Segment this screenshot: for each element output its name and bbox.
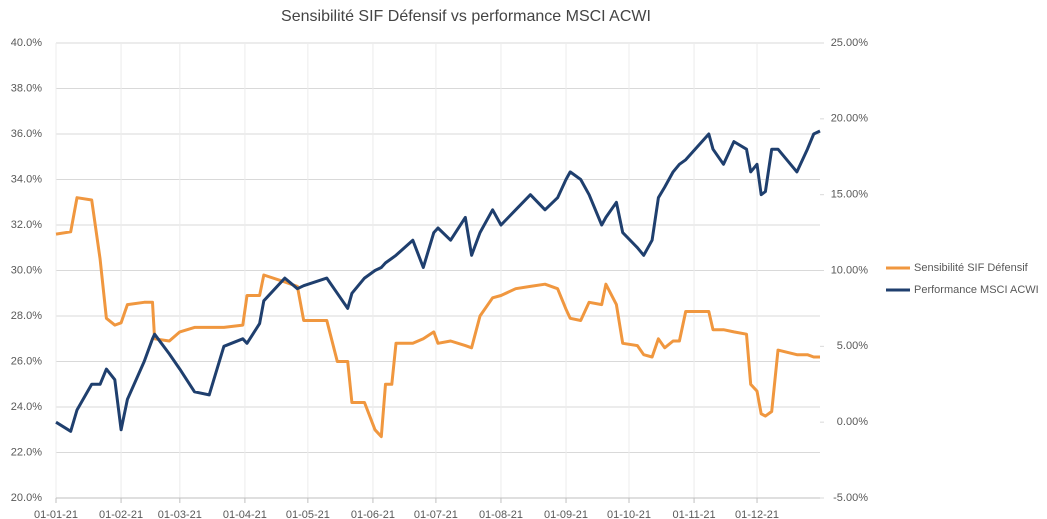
- y-tick-label: 26.0%: [11, 355, 42, 367]
- y-tick-label: 22.0%: [11, 446, 42, 458]
- x-tick-label: 01-06-21: [351, 509, 395, 519]
- x-tick-label: 01-12-21: [735, 509, 779, 519]
- y-tick-label: 32.0%: [11, 219, 42, 231]
- y-tick-label: 40.0%: [11, 37, 42, 49]
- y-tick-label: 20.0%: [11, 492, 42, 504]
- series-line: [55, 129, 821, 433]
- legend-label: Performance MSCI ACWI: [914, 284, 1039, 296]
- y2-tick-label: 15.00%: [831, 189, 869, 201]
- series-line: [55, 196, 820, 439]
- x-tick-label: 01-03-21: [158, 509, 202, 519]
- y2-tick-label: 0.00%: [837, 416, 868, 428]
- y-tick-label: 38.0%: [11, 82, 42, 94]
- y2-tick-label: 25.00%: [831, 37, 869, 49]
- x-tick-label: 01-10-21: [607, 509, 651, 519]
- chart-title: Sensibilité SIF Défensif vs performance …: [281, 8, 651, 25]
- y-tick-label: 30.0%: [11, 264, 42, 276]
- y-tick-label: 28.0%: [11, 310, 42, 322]
- x-tick-label: 01-08-21: [479, 509, 523, 519]
- y2-tick-label: 20.00%: [831, 113, 869, 125]
- y2-tick-label: -5.00%: [833, 492, 868, 504]
- y-tick-label: 36.0%: [11, 128, 42, 140]
- x-tick-label: 01-07-21: [414, 509, 458, 519]
- x-tick-label: 01-09-21: [544, 509, 588, 519]
- y2-tick-label: 5.00%: [837, 340, 868, 352]
- x-tick-label: 01-05-21: [286, 509, 330, 519]
- y-tick-label: 34.0%: [11, 173, 42, 185]
- x-tick-label: 01-04-21: [223, 509, 267, 519]
- y2-tick-label: 10.00%: [831, 264, 869, 276]
- x-tick-label: 01-11-21: [672, 509, 715, 519]
- x-tick-label: 01-02-21: [99, 509, 143, 519]
- x-tick-label: 01-01-21: [34, 509, 78, 519]
- y-tick-label: 24.0%: [11, 401, 42, 413]
- legend-label: Sensibilité SIF Défensif: [914, 262, 1029, 274]
